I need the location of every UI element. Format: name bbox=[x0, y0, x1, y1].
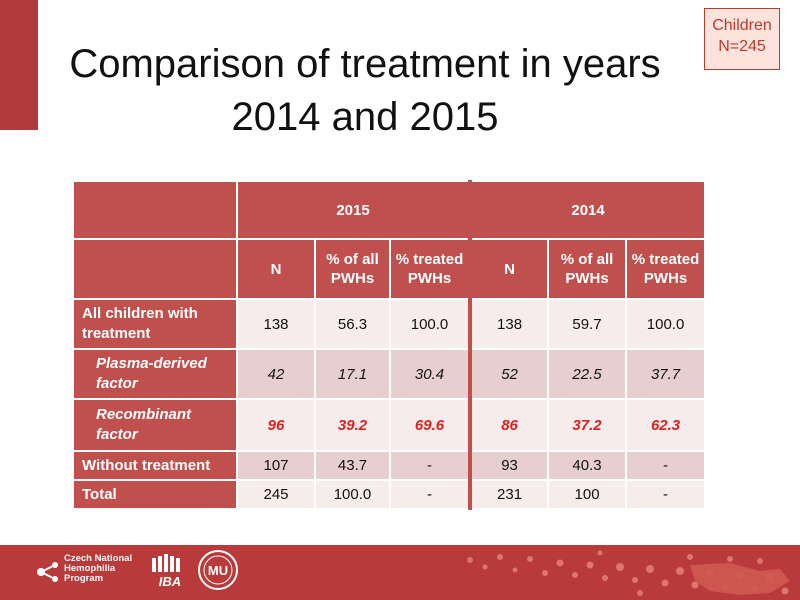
logo-text-line: Hemophilia bbox=[64, 563, 116, 574]
table-cell: 52 bbox=[469, 348, 550, 400]
treatment-table: 2015 2014 N % of all PWHs % treated PWHs N… bbox=[72, 180, 707, 510]
table-cell: 138 bbox=[469, 298, 550, 350]
header-pct-all-2015: % of all PWHs bbox=[314, 238, 391, 300]
table-row: Without treatment 107 43.7 - 93 40.3 - bbox=[72, 450, 707, 481]
table-cell: 86 bbox=[469, 398, 550, 452]
row-label-text: All children with bbox=[82, 305, 198, 322]
row-label: Without treatment bbox=[72, 450, 238, 481]
logo-text-line: Czech National bbox=[64, 553, 133, 564]
row-label-text: Recombinant bbox=[96, 406, 192, 423]
table-cell: 100.0 bbox=[388, 298, 473, 350]
row-label-text: Plasma-derived bbox=[96, 355, 207, 372]
header-text: PWHs bbox=[643, 270, 688, 287]
row-label: Plasma-derived factor bbox=[72, 348, 238, 400]
header-text: PWHs bbox=[330, 270, 375, 287]
row-label: Recombinant factor bbox=[72, 398, 238, 452]
title-line-2: 2014 and 2015 bbox=[231, 95, 499, 139]
table-cell: 56.3 bbox=[314, 298, 391, 350]
iba-logo: IBA bbox=[152, 554, 181, 589]
table-cell: - bbox=[625, 479, 707, 510]
table-cell: 93 bbox=[469, 450, 550, 481]
table-row: Recombinant factor 96 39.2 69.6 86 37.2 6… bbox=[72, 398, 707, 452]
table-cell: 100.0 bbox=[625, 298, 707, 350]
header-text: PWHs bbox=[407, 270, 452, 287]
mu-seal-logo: MU bbox=[198, 550, 238, 590]
title-line-1: Comparison of treatment in years bbox=[69, 42, 661, 86]
mu-text: MU bbox=[208, 563, 228, 578]
badge-line-1: Children bbox=[712, 17, 772, 34]
header-text: % treated bbox=[395, 251, 464, 268]
logo-text-line: Program bbox=[64, 573, 104, 584]
table-cell: 59.7 bbox=[547, 298, 628, 350]
table-cell: 96 bbox=[236, 398, 316, 452]
table-cell: - bbox=[388, 450, 473, 481]
header-year-2015: 2015 bbox=[235, 180, 473, 240]
header-corner bbox=[72, 180, 238, 240]
row-label: Total bbox=[72, 479, 238, 510]
header-year-2014: 2014 bbox=[469, 180, 707, 240]
header-text: PWHs bbox=[565, 270, 609, 287]
cnhp-logo: Czech National Hemophilia Program bbox=[36, 552, 146, 594]
header-pct-treated-2014: % treated PWHs bbox=[625, 238, 707, 300]
table-row: Total 245 100.0 - 231 100 - bbox=[72, 479, 707, 510]
header-text: % of all bbox=[560, 251, 614, 268]
table-cell: 37.7 bbox=[625, 348, 707, 400]
table-cell: 245 bbox=[236, 479, 316, 510]
table-cell: - bbox=[388, 479, 473, 510]
table-cell: 30.4 bbox=[388, 348, 473, 400]
table-cell: 39.2 bbox=[314, 398, 391, 452]
iba-text: IBA bbox=[159, 574, 181, 589]
table-cell: 22.5 bbox=[547, 348, 628, 400]
row-label-text: treatment bbox=[82, 325, 151, 342]
table-cell: 69.6 bbox=[388, 398, 473, 452]
row-label: All children with treatment bbox=[72, 298, 238, 350]
table-row: Plasma-derived factor 42 17.1 30.4 52 22.… bbox=[72, 348, 707, 400]
footer-bar bbox=[0, 545, 800, 600]
header-pct-all-2014: % of all PWHs bbox=[547, 238, 628, 300]
table-cell: 17.1 bbox=[314, 348, 391, 400]
header-text: % treated bbox=[631, 251, 700, 268]
molecule-pattern-decoration bbox=[467, 550, 790, 596]
table-cell: 231 bbox=[469, 479, 550, 510]
slide-title: Comparison of treatment in years 2014 an… bbox=[40, 38, 690, 144]
network-icon bbox=[37, 562, 58, 582]
cnhp-logo-text: Czech National Hemophilia Program bbox=[64, 554, 132, 584]
table-cell: - bbox=[625, 450, 707, 481]
table-cell: 62.3 bbox=[625, 398, 707, 452]
table-cell: 43.7 bbox=[314, 450, 391, 481]
table-cell: 37.2 bbox=[547, 398, 628, 452]
table-cell: 138 bbox=[236, 298, 316, 350]
header-pct-treated-2015: % treated PWHs bbox=[388, 238, 473, 300]
header-corner-2 bbox=[72, 238, 238, 300]
accent-bar bbox=[0, 0, 38, 130]
children-badge: Children N=245 bbox=[704, 8, 780, 70]
table-cell: 100 bbox=[547, 479, 628, 510]
header-text: % of all bbox=[326, 251, 379, 268]
header-n-2014: N bbox=[469, 238, 550, 300]
badge-line-2: N=245 bbox=[718, 38, 766, 55]
row-label-text: factor bbox=[96, 426, 138, 443]
table-cell: 42 bbox=[236, 348, 316, 400]
table-cell: 107 bbox=[236, 450, 316, 481]
header-n-2015: N bbox=[236, 238, 316, 300]
table-row: All children with treatment 138 56.3 100.… bbox=[72, 298, 707, 350]
row-label-text: factor bbox=[96, 375, 138, 392]
table-cell: 40.3 bbox=[547, 450, 628, 481]
table-cell: 100.0 bbox=[314, 479, 391, 510]
